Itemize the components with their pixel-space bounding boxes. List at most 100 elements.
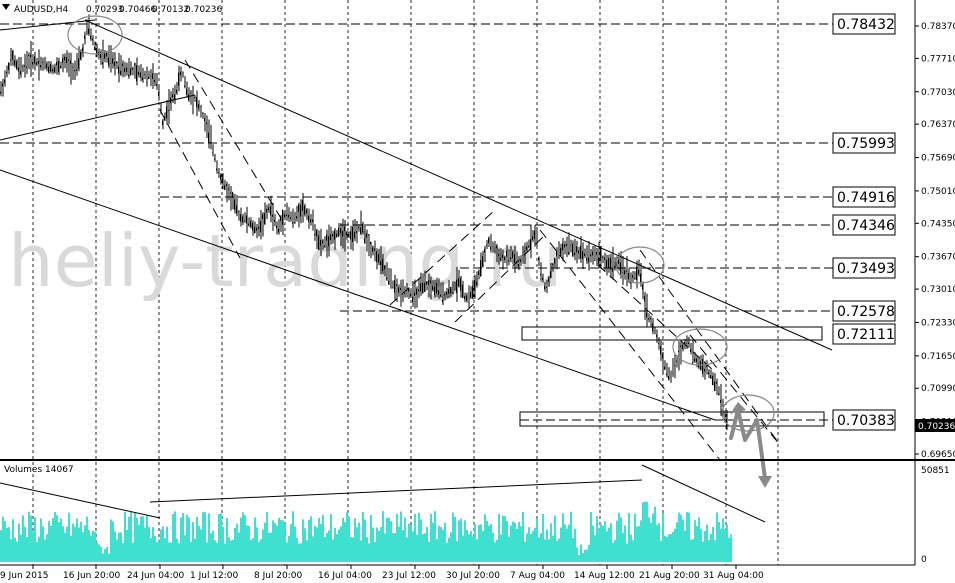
volume-bar: [44, 539, 46, 562]
volume-bar: [640, 520, 642, 562]
volume-bar: [100, 546, 102, 562]
volume-bar: [210, 533, 212, 562]
ohlc-low: 0.70132: [152, 5, 189, 15]
volume-bar: [612, 542, 614, 562]
volume-bar: [212, 530, 214, 562]
volume-bar: [168, 542, 170, 562]
ohlc-close: 0.70236: [185, 5, 222, 15]
volume-bar: [86, 516, 88, 562]
volume-bar: [450, 532, 452, 562]
volume-bar: [698, 517, 700, 562]
volume-bar: [252, 538, 254, 562]
volume-bar: [502, 515, 504, 562]
volume-bar: [64, 532, 66, 562]
volume-bar: [312, 536, 314, 562]
volume-bar: [408, 523, 410, 562]
level-label: 0.78432: [837, 17, 895, 33]
volume-bar: [704, 531, 706, 562]
level-label: 0.74916: [837, 190, 895, 206]
volume-bar: [58, 522, 60, 562]
volume-bar: [266, 512, 268, 562]
volume-bar: [346, 512, 348, 562]
volume-bar: [48, 520, 50, 562]
volume-bar: [196, 516, 198, 562]
volume-bar: [314, 526, 316, 562]
volume-bar: [414, 513, 416, 562]
volume-bar: [444, 522, 446, 562]
volume-bar: [426, 526, 428, 562]
volume-bar: [402, 530, 404, 562]
volume-bar: [710, 533, 712, 562]
volume-bar: [16, 541, 18, 562]
volume-bar: [578, 554, 580, 562]
volume-bar: [292, 511, 294, 562]
volume-bar: [388, 517, 390, 562]
volume-bar: [250, 539, 252, 562]
volume-bar: [228, 537, 230, 562]
volume-bar: [666, 536, 668, 562]
volume-bar: [676, 522, 678, 562]
volume-bar: [142, 516, 144, 562]
volume-bar: [382, 511, 384, 562]
volume-bar: [88, 530, 90, 562]
volume-bar: [122, 543, 124, 562]
volume-bar: [658, 523, 660, 562]
volume-bar: [518, 521, 520, 562]
volume-bar: [628, 513, 630, 562]
volume-bar: [456, 541, 458, 562]
volume-bar: [248, 525, 250, 562]
volume-bar: [358, 522, 360, 562]
volume-bar: [116, 539, 118, 562]
volume-bar: [368, 543, 370, 562]
volume-bar: [542, 513, 544, 562]
volume-bar: [634, 513, 636, 562]
volume-bar: [332, 539, 334, 562]
volume-bar: [496, 539, 498, 562]
volume-bar: [566, 528, 568, 562]
volume-bar: [378, 530, 380, 562]
y-tick-label: 0.71650: [921, 352, 955, 362]
x-tick-label: 30 Jul 20:00: [446, 571, 500, 581]
volume-bar: [310, 516, 312, 562]
watermark: heliy-trading.ru: [8, 219, 562, 303]
volume-bar: [644, 501, 646, 562]
volume-bar: [28, 511, 30, 562]
volume-bar: [554, 515, 556, 562]
volume-bar: [494, 542, 496, 562]
volume-bar: [534, 527, 536, 562]
volume-bar: [632, 540, 634, 562]
volume-bar: [156, 542, 158, 562]
volume-bar: [558, 538, 560, 562]
volume-bar: [14, 537, 16, 562]
volume-bar: [324, 536, 326, 562]
volume-bar: [536, 518, 538, 562]
volume-bar: [374, 542, 376, 562]
volume-bar: [264, 522, 266, 562]
volume-bar: [726, 524, 728, 562]
volume-bar: [696, 526, 698, 562]
volume-bar: [660, 540, 662, 562]
volume-bar: [10, 539, 12, 562]
volume-bar: [76, 518, 78, 562]
volume-bar: [36, 541, 38, 562]
volume-bar: [508, 536, 510, 562]
volume-bar: [586, 549, 588, 562]
volume-bar: [600, 524, 602, 562]
volume-bar: [46, 534, 48, 562]
volume-bar: [124, 512, 126, 562]
volume-bar: [722, 518, 724, 562]
volume-bar: [232, 539, 234, 562]
y-tick-label: 0.74350: [921, 219, 955, 229]
volume-bar: [30, 515, 32, 562]
volume-bar: [54, 511, 56, 562]
volume-bar: [516, 528, 518, 562]
volume-bar: [270, 532, 272, 562]
volume-bar: [66, 526, 68, 562]
volume-bar: [280, 519, 282, 562]
volume-bar: [82, 532, 84, 562]
volume-bar: [458, 520, 460, 562]
x-tick-label: 23 Jul 12:00: [382, 571, 436, 581]
volume-bar: [648, 517, 650, 562]
volume-bar: [176, 538, 178, 562]
volume-bar: [488, 525, 490, 562]
